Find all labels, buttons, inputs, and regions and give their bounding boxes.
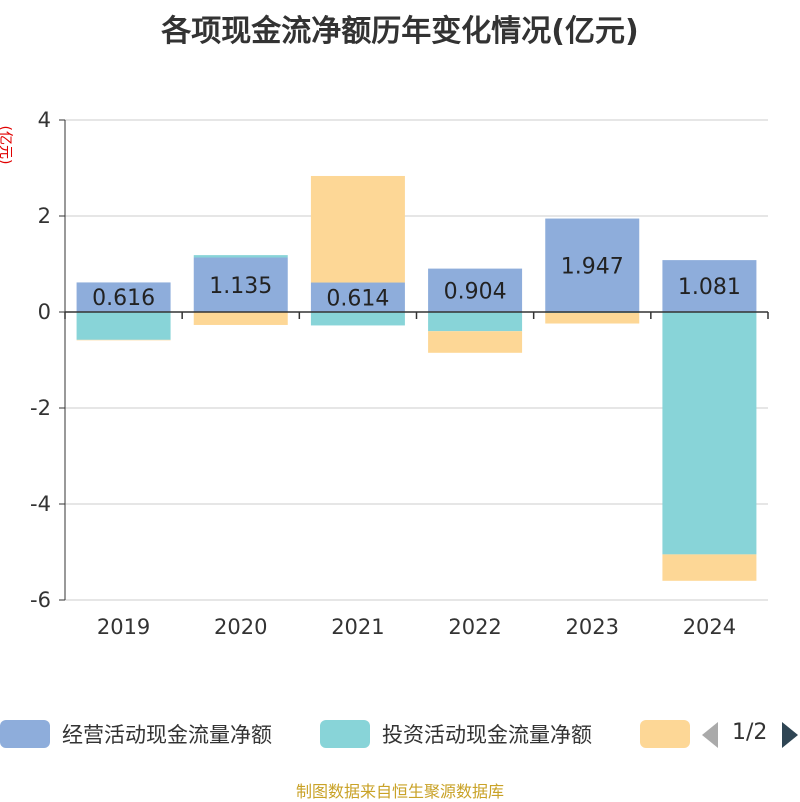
data-label: 0.616 <box>92 286 155 311</box>
axes: 4 2 0 -2 -4 -6 2019 2020 2021 2022 2023 2024 <box>30 108 769 639</box>
bar-operating-2023 <box>545 218 640 312</box>
bar-financing-2020 <box>193 312 288 325</box>
legend-page-indicator: 1/2 <box>732 720 768 745</box>
bar-operating-2019 <box>76 282 171 312</box>
data-label: 1.947 <box>561 254 624 279</box>
legend-item-operating[interactable]: 经营活动现金流量净额 <box>0 716 272 752</box>
x-tick-label: 2023 <box>566 615 619 639</box>
bar-chart: 4 2 0 -2 -4 -6 2019 2020 2021 2022 2023 2024 0.616 1… <box>30 108 769 639</box>
legend-label-operating: 经营活动现金流量净额 <box>62 723 272 747</box>
bar-investing-2022 <box>428 312 523 332</box>
grid-lines <box>65 119 768 601</box>
legend-swatch-financing <box>640 720 690 748</box>
legend-item-financing[interactable] <box>640 716 702 752</box>
bar-financing-2024 <box>662 554 757 581</box>
x-tick-label: 2020 <box>214 615 267 639</box>
bars <box>76 175 757 581</box>
bar-investing-2021 <box>310 312 405 326</box>
x-tick-label: 2021 <box>331 615 384 639</box>
data-labels: 0.616 1.135 0.614 0.904 1.947 1.081 <box>92 254 741 311</box>
bar-financing-2023 <box>545 312 640 324</box>
bar-operating-2021 <box>310 282 405 312</box>
legend-prev-page-arrow-icon[interactable] <box>702 722 718 748</box>
y-tick-label: 2 <box>38 204 51 228</box>
y-tick-label: 4 <box>38 108 51 132</box>
data-label: 1.081 <box>678 275 741 300</box>
bar-investing-2020 <box>193 255 288 258</box>
y-tick-label: -2 <box>30 396 51 420</box>
bar-investing-2024 <box>662 312 757 555</box>
legend-swatch-operating <box>0 720 50 748</box>
legend-item-investing[interactable]: 投资活动现金流量净额 <box>320 716 592 752</box>
x-tick-label: 2019 <box>97 615 150 639</box>
bar-financing-2021 <box>310 175 405 283</box>
bar-operating-2020 <box>193 257 288 312</box>
bar-operating-2022 <box>428 268 523 312</box>
bar-investing-2019 <box>76 312 171 340</box>
legend-next-page-arrow-icon[interactable] <box>782 722 798 748</box>
x-tick-label: 2022 <box>448 615 501 639</box>
legend: 经营活动现金流量净额 投资活动现金流量净额 1/2 <box>0 716 800 752</box>
data-source-note: 制图数据来自恒生聚源数据库 <box>295 782 504 801</box>
x-tick-label: 2024 <box>683 615 736 639</box>
y-tick-label: 0 <box>38 300 51 324</box>
legend-swatch-investing <box>320 720 370 748</box>
bar-financing-2022 <box>428 331 523 353</box>
y-tick-label: -6 <box>30 588 51 612</box>
y-tick-label: -4 <box>30 492 51 516</box>
data-label: 0.904 <box>444 279 507 304</box>
data-label: 0.614 <box>326 286 389 311</box>
data-label: 1.135 <box>209 274 272 299</box>
legend-label-investing: 投资活动现金流量净额 <box>382 723 592 747</box>
bar-operating-2024 <box>662 260 757 312</box>
bar-financing-2019 <box>76 339 171 341</box>
chart-title: 各项现金流净额历年变化情况(亿元) <box>161 14 639 49</box>
